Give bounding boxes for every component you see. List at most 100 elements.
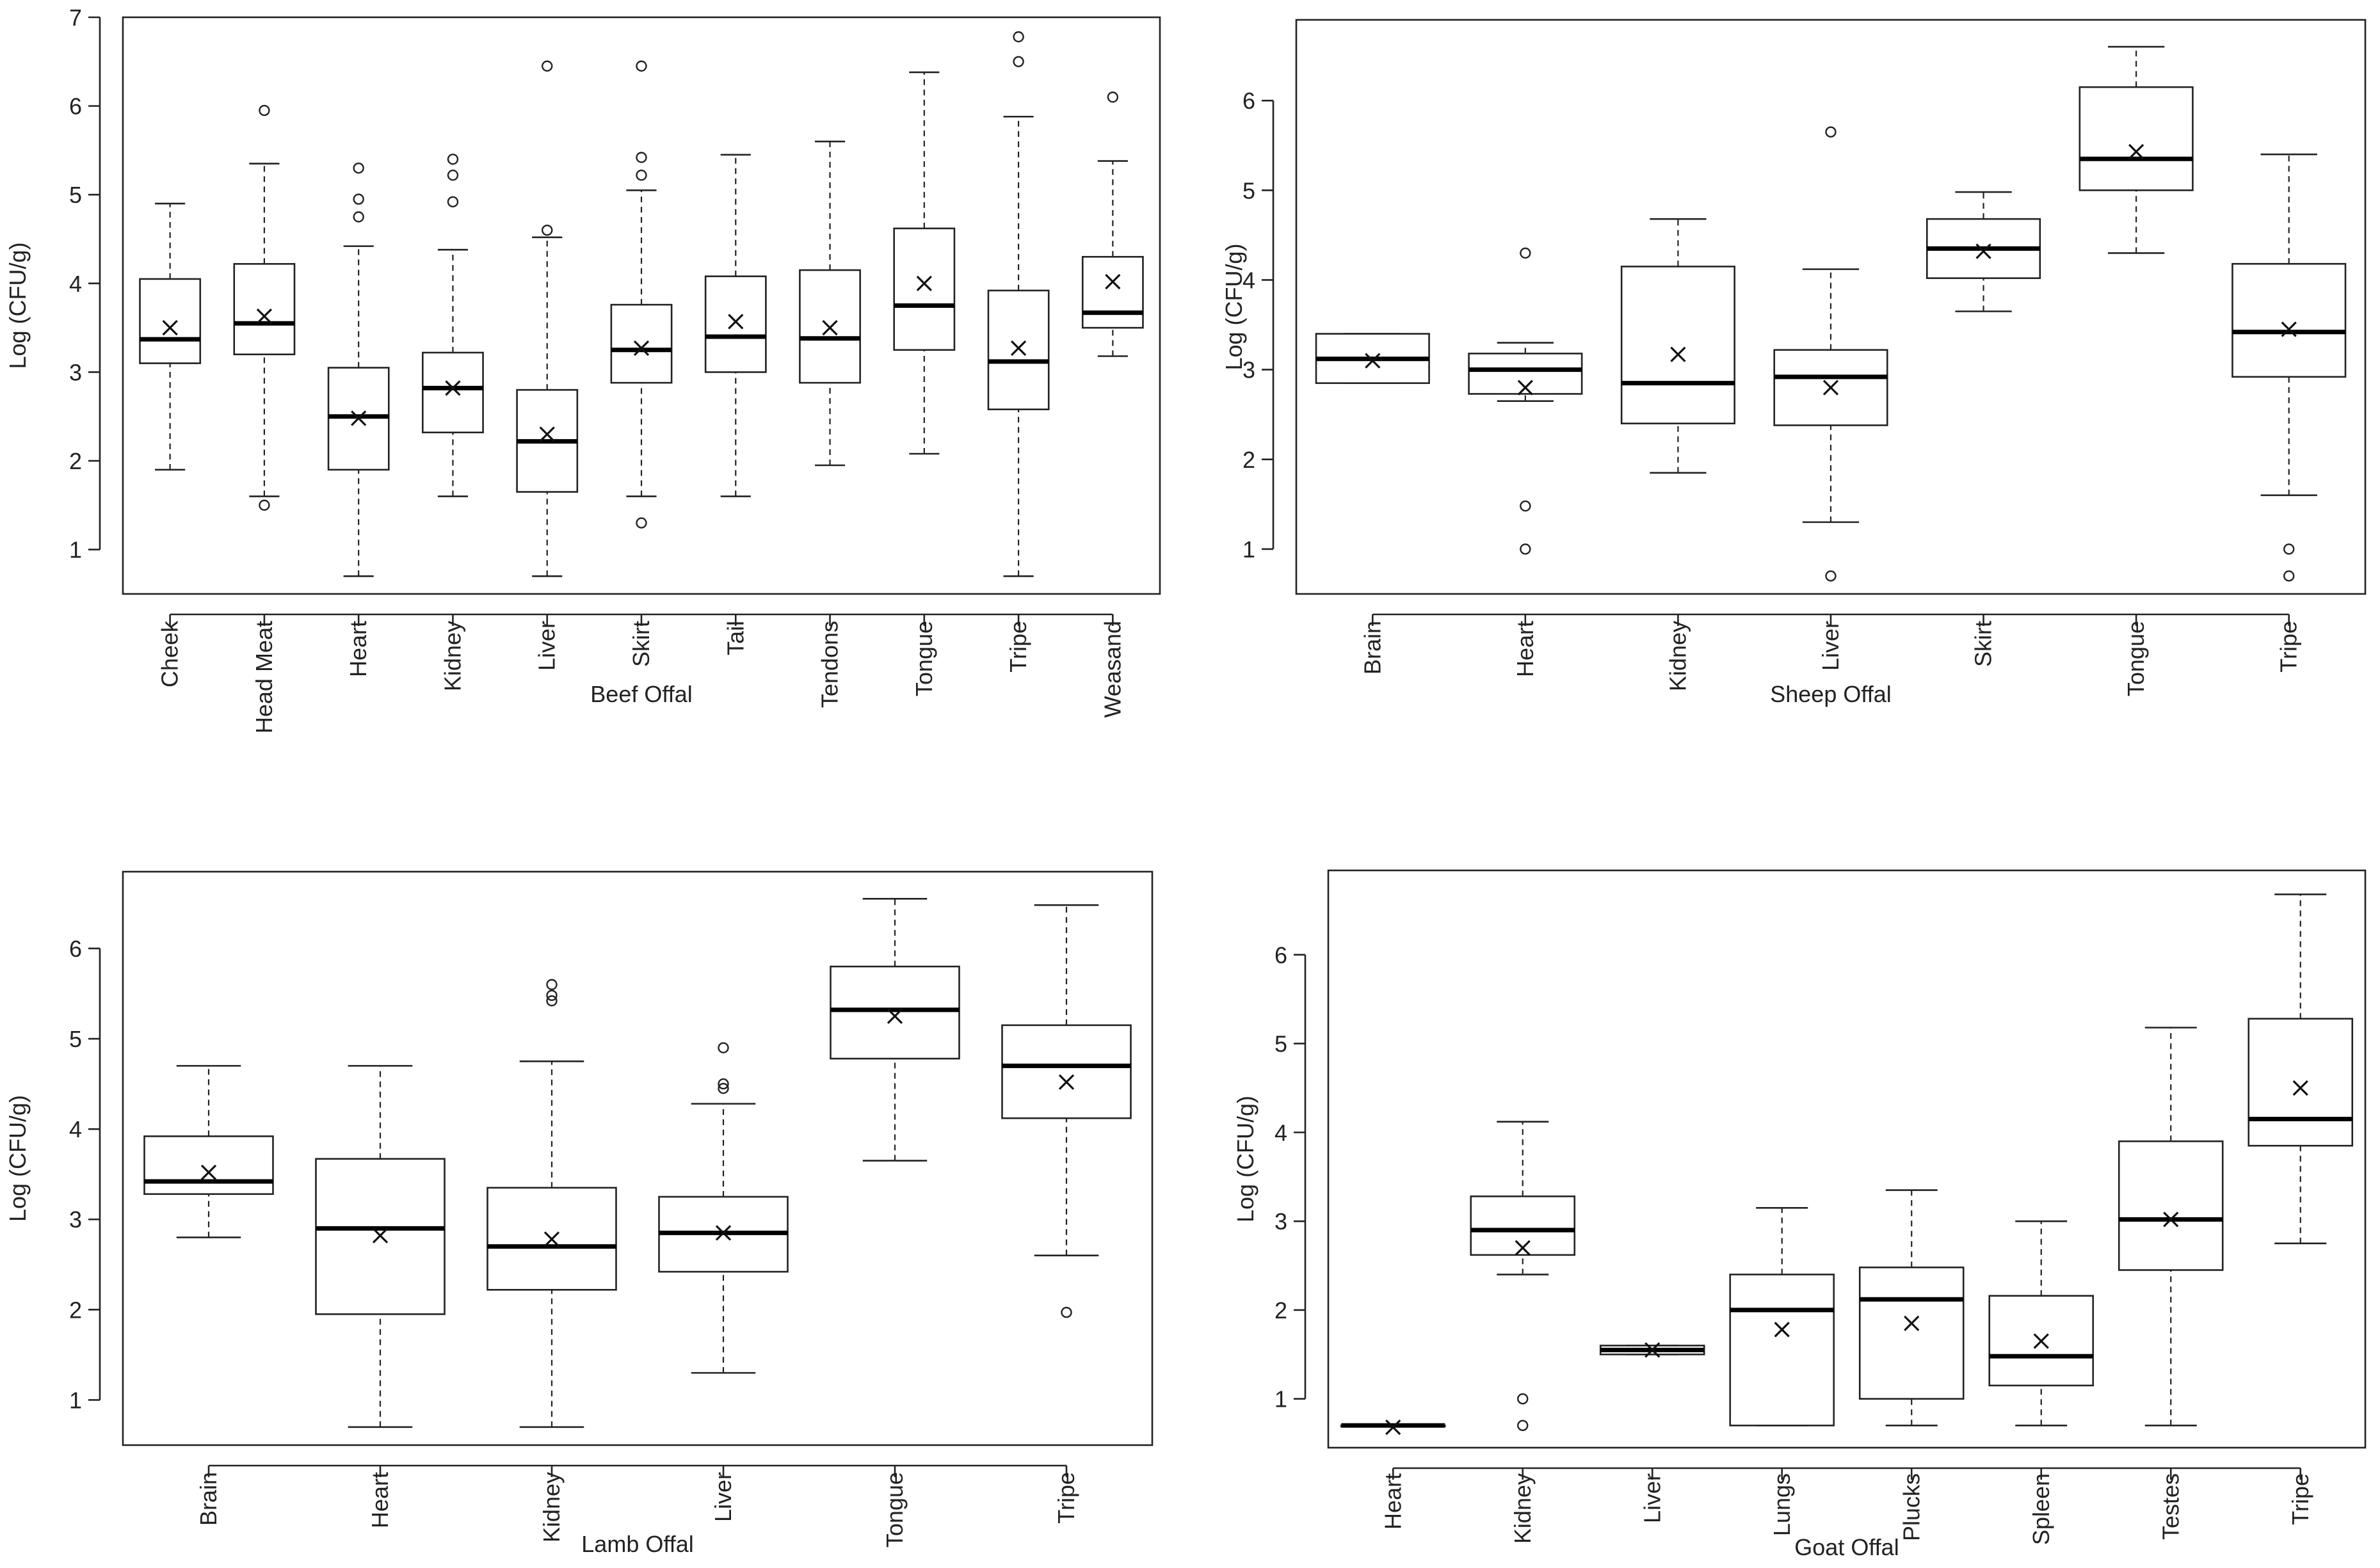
goat-offal-category-label-spleen: Spleen [2028, 1473, 2054, 1545]
tongue-mean-stroke [887, 1008, 903, 1024]
kidney-outlier-point [447, 170, 459, 181]
lamb-offal-category-label-brain: Brain [195, 1472, 221, 1526]
goat-offal-y-tick-label: 5 [1274, 1031, 1287, 1057]
beef-offal-plot-frame [122, 16, 1161, 595]
lamb-offal-category-label-heart: Heart [367, 1472, 393, 1528]
tongue-mean-marker [916, 275, 932, 291]
tongue-iqr-box [893, 227, 956, 351]
heart-mean-marker [1517, 380, 1533, 396]
spleen-mean-stroke [2033, 1333, 2049, 1349]
sheep-offal-x-axis-title: Sheep Offal [1770, 681, 1891, 707]
tripe-mean-stroke [1010, 340, 1027, 356]
heart-outlier-point [353, 193, 364, 205]
goat-offal-category-label-kidney: Kidney [1509, 1473, 1536, 1544]
brain-mean-marker [200, 1164, 217, 1181]
lamb-offal-panel: 1 2 3 4 5 6 Log (CFU/g) Brain Heart Kidney Liver To… [4, 870, 1154, 1557]
sheep-offal-y-tick-label: 1 [1242, 536, 1255, 563]
goat-offal-category-label-heart: Heart [1379, 1473, 1406, 1530]
beef-offal-category-label-cheek: Cheek [157, 620, 183, 687]
kidney-mean-stroke [1515, 1240, 1531, 1256]
lamb-offal-y-tick-label: 5 [69, 1026, 82, 1052]
sheep-offal-category-label-kidney: Kidney [1664, 621, 1691, 691]
lamb-offal-category-label-tongue: Tongue [881, 1472, 908, 1548]
tail-mean-marker [728, 314, 744, 330]
goat-offal-category-label-testes: Testes [2157, 1473, 2183, 1540]
skirt-mean-stroke [1975, 243, 1991, 259]
skirt-mean-marker [1975, 243, 1991, 259]
lamb-offal-y-tick-label: 6 [69, 936, 82, 962]
brain-mean-stroke [1365, 353, 1381, 369]
tripe-iqr-box [987, 289, 1050, 410]
lungs-mean-marker [1774, 1322, 1790, 1338]
liver-outlier-point [1825, 570, 1837, 582]
liver-mean-stroke [715, 1225, 732, 1241]
kidney-outlier-point [1517, 1420, 1529, 1432]
tripe-mean-marker [2281, 321, 2297, 337]
goat-offal-y-tick-label: 3 [1274, 1208, 1287, 1235]
plucks-mean-marker [1904, 1315, 1920, 1331]
skirt-outlier-point [636, 152, 647, 163]
sheep-offal-y-axis-title: Log (CFU/g) [1221, 243, 1247, 370]
heart-outlier-point [353, 162, 364, 174]
beef-offal-category-label-heart: Heart [345, 621, 371, 677]
testes-mean-marker [2163, 1212, 2179, 1228]
kidney-iqr-box [422, 351, 484, 434]
beef-offal-category-label-tendons: Tendons [817, 621, 843, 708]
beef-offal-y-tick-label: 5 [69, 182, 82, 208]
goat-offal-category-label-liver: Liver [1639, 1473, 1665, 1523]
skirt-outlier-point [636, 517, 647, 529]
beef-offal-y-tick-label: 3 [69, 359, 82, 385]
beef-offal-y-tick-label: 1 [69, 537, 82, 563]
lamb-offal-category-label-kidney: Kidney [538, 1472, 565, 1542]
kidney-outlier-point [447, 196, 459, 208]
heart-mean-marker [351, 410, 367, 426]
liver-outlier-point [542, 224, 553, 236]
sheep-offal-y-tick-label: 2 [1242, 447, 1255, 473]
kidney-iqr-box [1620, 266, 1736, 425]
tripe-mean-stroke [1058, 1074, 1075, 1090]
sheep-offal-y-tick-label: 6 [1242, 88, 1255, 114]
liver-outlier-point [1825, 126, 1837, 138]
sheep-offal-panel: 1 2 3 4 5 6 Log (CFU/g) Brain Heart Kidney Liver Sk… [1221, 19, 2367, 707]
tongue-mean-stroke [916, 275, 932, 291]
lamb-offal-category-label-liver: Liver [710, 1472, 736, 1522]
kidney-mean-marker [1515, 1240, 1531, 1256]
beef-offal-panel: 1 2 3 4 5 6 7 Log (CFU/g) Cheek Head Meat Heart Kid… [4, 4, 1161, 733]
beef-offal-y-tick-label: 4 [69, 271, 82, 297]
goat-offal-category-label-plucks: Plucks [1898, 1473, 1924, 1541]
tendons-mean-marker [822, 320, 838, 336]
beef-offal-category-label-tripe: Tripe [1005, 621, 1031, 673]
lamb-offal-y-tick-label: 1 [69, 1387, 82, 1413]
sheep-offal-category-label-tongue: Tongue [2123, 621, 2149, 696]
brain-iqr-box [143, 1135, 274, 1196]
liver-outlier-point [718, 1082, 729, 1094]
beef-offal-y-tick-label: 6 [69, 93, 82, 120]
beef-offal-category-label-weasand: Weasand [1099, 621, 1125, 717]
head-meat-iqr-box [233, 263, 296, 356]
cheek-mean-stroke [162, 320, 178, 336]
tripe-outlier-point [1013, 31, 1024, 43]
liver-mean-marker [539, 426, 555, 442]
heart-mean-marker [372, 1228, 389, 1244]
heart-mean-stroke [372, 1228, 389, 1244]
sheep-offal-y-tick-label: 4 [1242, 267, 1255, 293]
heart-outlier-point [353, 211, 364, 223]
testes-iqr-box [2118, 1140, 2224, 1271]
kidney-mean-marker [445, 380, 461, 396]
tripe-mean-stroke [2281, 321, 2297, 337]
tongue-iqr-box [830, 965, 960, 1060]
beef-offal-y-axis-title: Log (CFU/g) [4, 242, 31, 369]
tail-mean-stroke [728, 314, 744, 330]
weasand-iqr-box [1081, 255, 1144, 329]
tripe-iqr-box [2247, 1018, 2354, 1147]
kidney-outlier-point [447, 154, 459, 165]
kidney-iqr-box [1470, 1195, 1576, 1256]
goat-offal-category-label-tripe: Tripe [2287, 1473, 2313, 1525]
kidney-mean-stroke [1670, 346, 1686, 362]
lungs-iqr-box [1729, 1274, 1835, 1427]
heart-mean-marker [1385, 1419, 1401, 1436]
tripe-mean-marker [1010, 340, 1027, 356]
plucks-mean-stroke [1904, 1315, 1920, 1331]
beef-offal-category-label-tongue: Tongue [911, 621, 937, 696]
heart-outlier-point [1520, 543, 1531, 555]
